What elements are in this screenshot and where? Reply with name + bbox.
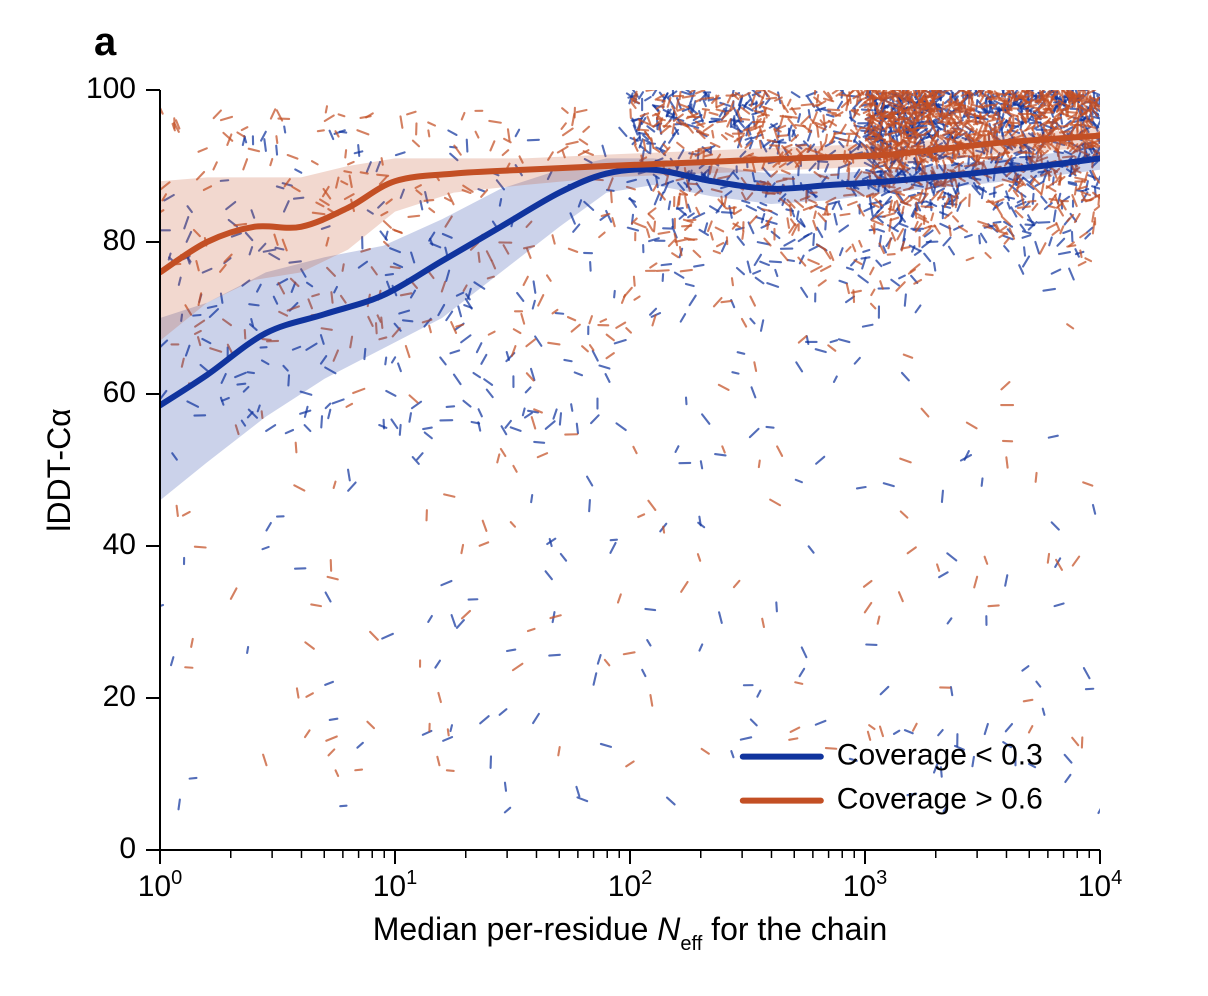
y-tick-label: 80 [103, 224, 136, 257]
x-tick-label: 102 [608, 867, 653, 903]
y-axis-label: lDDT-Cα [41, 408, 77, 531]
x-tick-label: 100 [138, 867, 183, 903]
band-layer [160, 128, 1100, 500]
x-tick-label: 104 [1078, 867, 1123, 903]
legend-label: Coverage < 0.3 [837, 739, 1043, 772]
x-tick-label: 103 [843, 867, 888, 903]
y-tick-label: 100 [86, 72, 136, 105]
x-axis-label: Median per-residue Neff for the chain [373, 911, 888, 955]
y-tick-label: 20 [103, 680, 136, 713]
figure-panel: a 0 20 40 60 80 100 100 101 102 103 104 lDDT-Cα Medi… [0, 0, 1208, 996]
x-tick-label: 101 [373, 867, 418, 903]
legend-label: Coverage > 0.6 [837, 783, 1043, 816]
y-tick-label: 0 [119, 832, 136, 865]
legend: Coverage < 0.3 Coverage > 0.6 [743, 739, 1043, 816]
y-tick-label: 60 [103, 376, 136, 409]
panel-label: a [94, 20, 116, 65]
y-tick-label: 40 [103, 528, 136, 561]
chart: 0 20 40 60 80 100 100 101 102 103 104 lDDT-Cα Median… [0, 0, 1208, 996]
